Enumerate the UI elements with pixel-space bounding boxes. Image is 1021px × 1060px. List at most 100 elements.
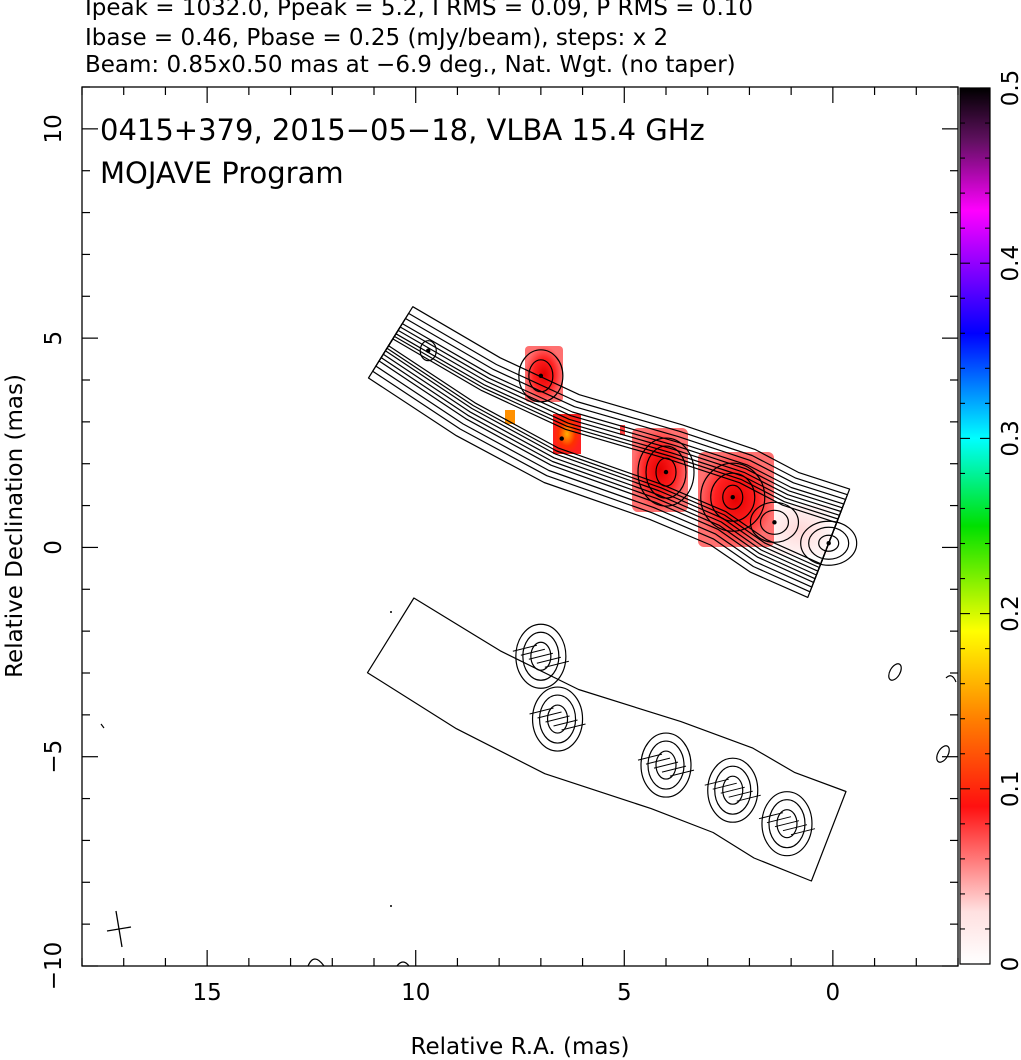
noise-blob <box>936 745 950 763</box>
knot-contour <box>700 462 766 532</box>
polarized-contour <box>531 686 584 752</box>
header-stats-line-2: Ibase = 0.46, Pbase = 0.25 (mJy/beam), s… <box>85 25 669 51</box>
evpa-vectors <box>512 644 816 836</box>
knot-contour <box>759 509 790 535</box>
noise-artifacts <box>100 611 957 966</box>
evpa-tick <box>512 644 537 652</box>
knot-contour <box>818 534 840 552</box>
intensity-contour <box>367 306 851 598</box>
evpa-tick <box>520 648 545 656</box>
y-tick-label: 0 <box>41 540 67 555</box>
polarized-contour <box>707 757 759 823</box>
component-marker <box>826 541 831 546</box>
knot-contour <box>518 349 564 403</box>
x-tick-label: 10 <box>401 980 430 1006</box>
y-tick-label: 10 <box>41 114 67 143</box>
intensity-contour <box>386 335 839 569</box>
x-tick-label: 15 <box>193 980 222 1006</box>
evpa-tick <box>545 715 570 723</box>
chart-subtitle: MOJAVE Program <box>100 156 344 190</box>
component-markers <box>426 348 831 546</box>
colorbar-tick-label: 0.4 <box>998 245 1021 282</box>
evpa-tick <box>774 820 800 828</box>
evpa-tick <box>653 761 679 769</box>
intensity-contour <box>382 329 842 576</box>
evpa-tick <box>553 719 578 727</box>
knot-contour <box>645 445 687 499</box>
colorbar-tick-label: 0.5 <box>998 70 1021 107</box>
component-marker <box>538 373 544 379</box>
polarized-contour <box>546 704 569 734</box>
evpa-tick <box>736 794 761 802</box>
polarized-contour <box>522 631 560 681</box>
evpa-tick <box>645 757 671 765</box>
component-marker <box>559 436 564 441</box>
pol-patch-knot-5 <box>505 410 515 424</box>
y-axis-label: Relative Declination (mas) <box>2 374 28 678</box>
evpa-tick <box>766 816 792 824</box>
evpa-tick <box>637 753 663 761</box>
component-marker <box>772 520 777 525</box>
colorbar-tick-label: 0 <box>998 957 1021 972</box>
polarized-contour <box>647 740 685 790</box>
knot-contour <box>800 520 858 566</box>
polarized-contour <box>655 750 677 780</box>
component-marker <box>426 348 431 353</box>
polarized-contour <box>530 641 552 671</box>
noise-blob <box>390 611 392 613</box>
evpa-tick <box>790 828 816 836</box>
x-tick-label: 0 <box>826 980 841 1006</box>
noise-blob <box>396 961 410 966</box>
evpa-tick <box>704 778 729 786</box>
y-tick-label: −5 <box>41 740 67 774</box>
polarized-intensity-contours <box>366 597 847 882</box>
knot-contour <box>808 526 850 560</box>
polarized-contour <box>761 791 813 857</box>
component-marker <box>730 495 735 500</box>
intensity-contour <box>380 326 843 580</box>
evpa-tick <box>544 660 569 668</box>
chart-title: 0415+379, 2015−05−18, VLBA 15.4 GHz <box>100 113 705 147</box>
intensity-contour <box>372 312 848 593</box>
evpa-tick <box>561 723 586 731</box>
header-stats-line-1: Ipeak = 1032.0, Ppeak = 5.2, I RMS = 0.0… <box>85 0 754 21</box>
evpa-tick <box>720 786 745 794</box>
intensity-contours <box>367 306 858 598</box>
axis-ticks: 15 10 5 0 −10 −5 0 5 10 <box>41 86 959 1006</box>
knot-contour <box>710 472 756 522</box>
knot-contour <box>528 359 554 393</box>
evpa-tick <box>758 812 784 820</box>
polarized-contour <box>640 732 692 798</box>
polarized-contour <box>714 765 752 815</box>
polarization-color-map <box>505 346 830 555</box>
colorbar-tick-label: 0.3 <box>998 420 1021 457</box>
x-axis-label: Relative R.A. (mas) <box>411 1034 630 1060</box>
evpa-tick <box>528 652 553 660</box>
y-tick-label: 5 <box>41 331 67 346</box>
noise-blob <box>307 958 325 966</box>
intensity-contour <box>378 323 845 583</box>
polarized-contour <box>515 623 567 689</box>
noise-blob <box>100 723 105 729</box>
evpa-tick <box>669 769 695 777</box>
component-marker <box>663 469 669 475</box>
noise-blob <box>888 663 902 681</box>
evpa-tick <box>537 711 562 719</box>
noise-blob <box>945 675 957 683</box>
knot-contour <box>637 437 695 507</box>
polarized-contour <box>722 775 744 805</box>
colorbar-tick-label: 0.1 <box>998 771 1021 808</box>
evpa-tick <box>661 765 687 773</box>
beam-marker <box>106 910 132 948</box>
plot-frame <box>81 86 959 967</box>
knot-contour <box>749 501 800 543</box>
polarized-envelope <box>366 597 847 882</box>
colorbar-tick-label: 0.2 <box>998 595 1021 632</box>
colorbar-ticks: 0 0.1 0.2 0.3 0.4 0.5 <box>960 70 1021 972</box>
evpa-tick <box>712 782 737 790</box>
evpa-tick <box>782 824 808 832</box>
polarized-contour <box>776 809 798 839</box>
knot-contour <box>655 457 677 487</box>
pol-patch-core <box>770 505 830 555</box>
